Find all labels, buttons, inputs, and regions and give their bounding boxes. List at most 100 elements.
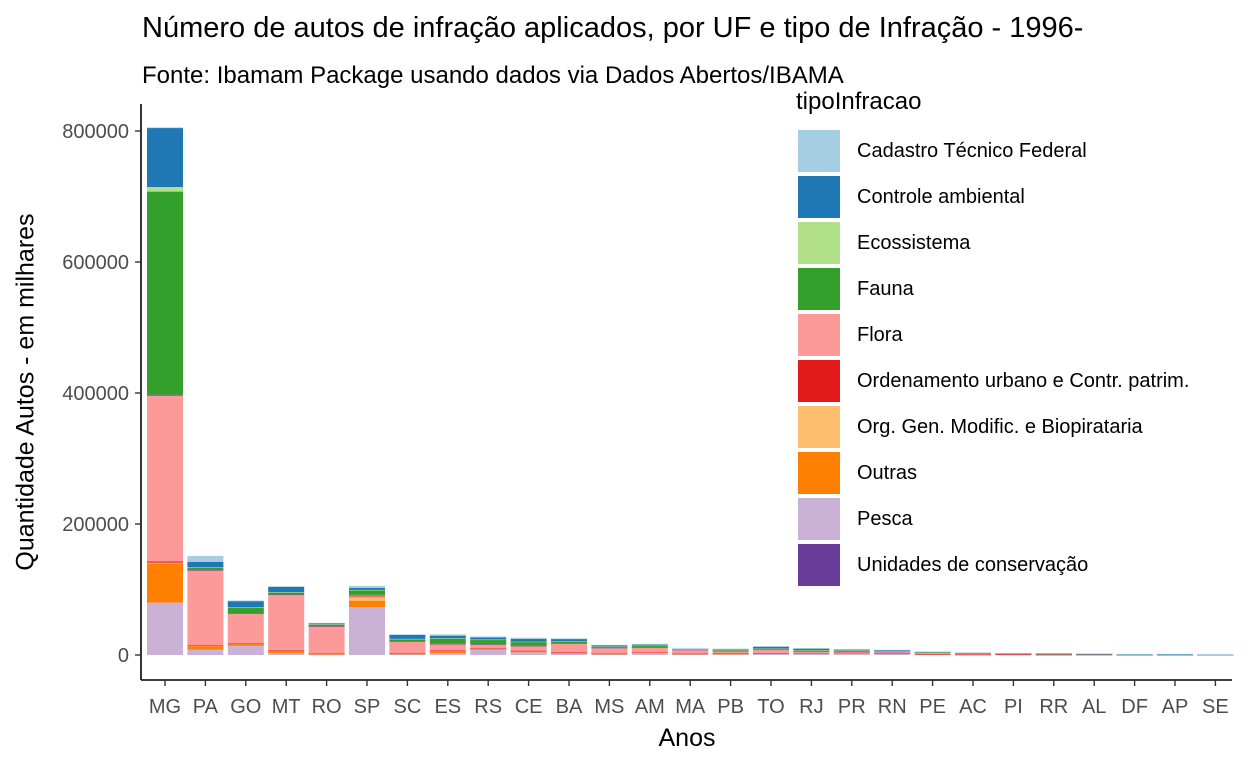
bar-segment-pb bbox=[712, 650, 749, 654]
legend-item: Ecossistema bbox=[798, 220, 1189, 266]
bar-segment-es bbox=[429, 650, 466, 651]
legend-label: Ordenamento urbano e Contr. patrim. bbox=[857, 369, 1190, 392]
bar-segment-se bbox=[1197, 654, 1234, 655]
bar-segment-sc bbox=[389, 634, 426, 639]
bar-segment-ap bbox=[1157, 654, 1193, 655]
bar-segment-sp bbox=[349, 607, 385, 655]
bar-segment-ba bbox=[551, 641, 587, 642]
x-tick-label: RR bbox=[1039, 696, 1068, 718]
bar-segment-rj bbox=[793, 651, 830, 653]
x-tick-label: AC bbox=[959, 696, 987, 718]
bar-segment-rr bbox=[1035, 653, 1072, 655]
bar-segment-ba bbox=[551, 643, 587, 644]
bar-segment-sc bbox=[389, 634, 426, 635]
x-tick-label: PE bbox=[919, 696, 946, 718]
legend-item: Flora bbox=[798, 312, 1189, 358]
bar-segment-mg bbox=[147, 602, 183, 655]
bar-segment-rn bbox=[874, 651, 911, 652]
bar-segment-rs bbox=[470, 644, 507, 645]
y-tick-label: 0 bbox=[118, 645, 129, 667]
bar-segment-mg bbox=[147, 187, 183, 192]
legend-label: Controle ambiental bbox=[857, 185, 1025, 208]
bar-segment-pe bbox=[914, 654, 951, 655]
bar-segment-mt bbox=[268, 592, 305, 595]
bar-segment-pa bbox=[187, 567, 224, 568]
bar-segment-ms bbox=[591, 653, 628, 655]
bar-segment-pr bbox=[833, 649, 870, 650]
bar-segment-ma bbox=[672, 649, 709, 650]
bar-segment-rr bbox=[1035, 653, 1072, 654]
x-tick-label: TO bbox=[757, 696, 784, 718]
bar-segment-es bbox=[429, 653, 466, 655]
bar-segment-ba bbox=[551, 638, 587, 640]
bar-segment-rn bbox=[874, 651, 911, 653]
bar-segment-ba bbox=[551, 652, 587, 654]
bar-segment-ce bbox=[510, 641, 547, 646]
bar-segment-ap bbox=[1157, 653, 1193, 655]
bar-segment-ms bbox=[591, 644, 628, 646]
bar-segment-ce bbox=[510, 645, 547, 647]
bar-segment-rs bbox=[470, 644, 507, 649]
bar-segment-mt bbox=[268, 594, 305, 596]
x-tick-label: MT bbox=[272, 696, 301, 718]
bar-segment-rs bbox=[470, 648, 507, 649]
bar-segment-pe bbox=[914, 652, 951, 655]
bar-segment-go bbox=[227, 613, 264, 614]
bar-segment-ac bbox=[955, 652, 991, 654]
bar-segment-rs bbox=[470, 649, 507, 655]
bar-segment-ms bbox=[591, 645, 628, 647]
bar-segment-ro bbox=[308, 653, 345, 655]
bar-segment-pa bbox=[187, 555, 224, 562]
legend-swatch bbox=[798, 406, 840, 448]
bar-segment-rs bbox=[470, 636, 507, 638]
chart-title: Número de autos de infração aplicados, p… bbox=[142, 12, 1084, 44]
bar-segment-rn bbox=[874, 654, 911, 655]
bar-segment-rj bbox=[793, 648, 830, 651]
bar-segment-pr bbox=[833, 650, 870, 651]
bar-segment-go bbox=[227, 643, 264, 645]
x-tick-label: DF bbox=[1121, 696, 1148, 718]
bar-segment-ce bbox=[510, 641, 547, 643]
bar-segment-pr bbox=[833, 650, 870, 652]
bar-segment-to bbox=[753, 646, 789, 647]
y-tick-label: 400000 bbox=[62, 383, 129, 405]
bar-segment-ce bbox=[510, 645, 547, 651]
bar-segment-rs bbox=[470, 637, 507, 640]
bar-segment-am bbox=[631, 652, 668, 653]
legend-label: Org. Gen. Modific. e Biopirataria bbox=[857, 415, 1143, 438]
bar-segment-ro bbox=[308, 624, 345, 627]
bar-segment-ma bbox=[672, 649, 709, 651]
bar-segment-rj bbox=[793, 652, 830, 654]
bar-segment-sc bbox=[389, 641, 426, 642]
bar-segment-am bbox=[631, 643, 668, 645]
bar-segment-mt bbox=[268, 650, 305, 654]
bar-segment-ce bbox=[510, 637, 547, 640]
bar-segment-to bbox=[753, 649, 789, 653]
bar-segment-al bbox=[1076, 654, 1113, 655]
bar-segment-am bbox=[631, 644, 668, 645]
y-tick-label: 800000 bbox=[62, 121, 129, 143]
bar-segment-ce bbox=[510, 651, 547, 653]
x-tick-label: RJ bbox=[799, 696, 823, 718]
bar-segment-ms bbox=[591, 647, 628, 649]
bar-segment-sp bbox=[349, 596, 385, 601]
bar-segment-am bbox=[631, 645, 668, 647]
bar-segment-rj bbox=[793, 651, 830, 652]
x-tick-label: PR bbox=[838, 696, 866, 718]
legend-item: Fauna bbox=[798, 266, 1189, 312]
bar-segment-sc bbox=[389, 639, 426, 642]
bar-segment-pb bbox=[712, 653, 749, 655]
legend-swatch bbox=[798, 176, 840, 218]
bar-segment-pi bbox=[995, 653, 1032, 654]
bar-segment-ac bbox=[955, 654, 991, 656]
bar-segment-pe bbox=[914, 654, 951, 656]
x-axis-title: Anos bbox=[658, 724, 716, 752]
bar-segment-ma bbox=[672, 654, 709, 655]
y-tick-label: 600000 bbox=[62, 252, 129, 274]
bar-segment-sp bbox=[349, 589, 385, 591]
legend: Cadastro Técnico Federal Controle ambient… bbox=[798, 128, 1189, 588]
bar-segment-sp bbox=[349, 585, 385, 588]
bar-segment-mt bbox=[268, 586, 305, 593]
bar-segment-ce bbox=[510, 652, 547, 655]
